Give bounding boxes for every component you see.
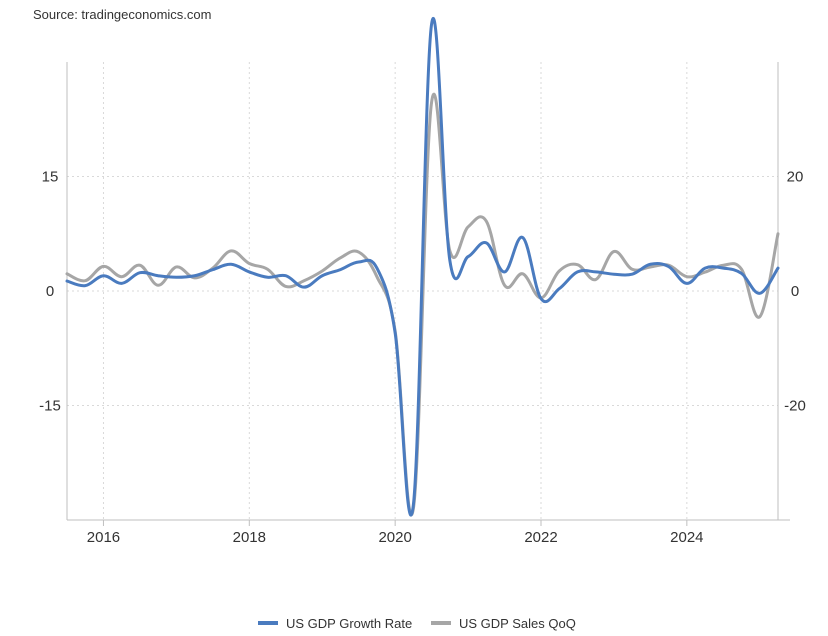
y-right-tick-label: -20 bbox=[784, 398, 806, 415]
series-line-gdp-growth-rate bbox=[65, 17, 780, 517]
y-left-tick-label: 15 bbox=[42, 169, 59, 186]
legend-label: US GDP Growth Rate bbox=[286, 616, 412, 631]
x-tick-label: 2022 bbox=[524, 529, 557, 546]
x-tick-label: 2016 bbox=[87, 529, 120, 546]
axes bbox=[66, 62, 790, 526]
legend-label: US GDP Sales QoQ bbox=[459, 616, 576, 631]
series-line-gdp-sales-qoq bbox=[65, 92, 780, 517]
x-tick-label: 2020 bbox=[378, 529, 411, 546]
y-right-tick-label: 20 bbox=[787, 169, 804, 186]
y-left-tick-label: 0 bbox=[46, 283, 54, 300]
tick-labels: 15 0 -15 20 0 -20 2016 2018 2020 2022 2024 bbox=[39, 169, 806, 547]
y-right-tick-label: 0 bbox=[791, 283, 799, 300]
series-lines bbox=[65, 17, 780, 517]
legend: US GDP Growth Rate US GDP Sales QoQ bbox=[258, 616, 576, 631]
source-label: Source: tradingeconomics.com bbox=[33, 7, 212, 22]
x-tick-label: 2024 bbox=[670, 529, 703, 546]
y-left-tick-label: -15 bbox=[39, 398, 61, 415]
x-tick-label: 2018 bbox=[233, 529, 266, 546]
